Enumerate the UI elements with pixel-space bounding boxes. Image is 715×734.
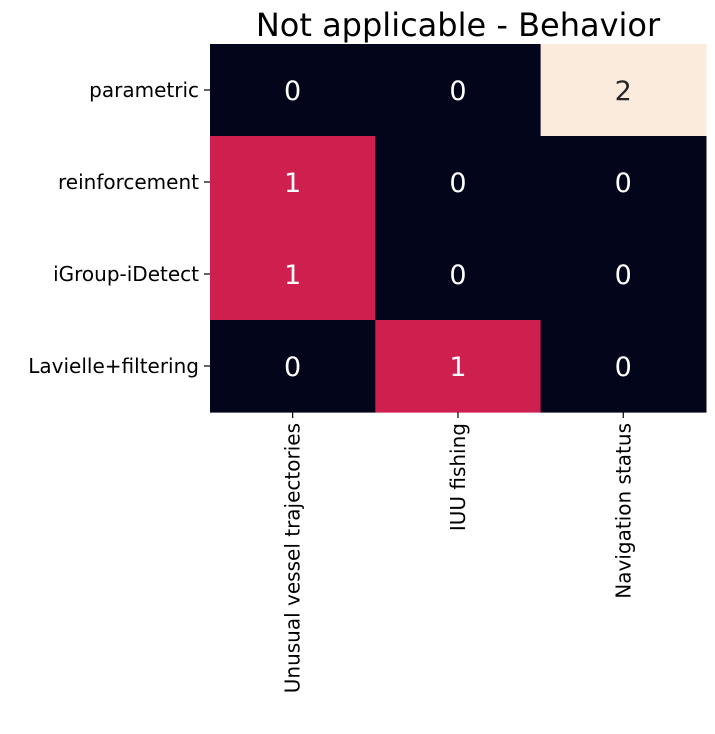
heatmap-cell: [375, 136, 542, 229]
row-label: Lavielle+filtering: [28, 354, 199, 378]
heatmap-cell: [540, 320, 707, 413]
cell-value-label: 0: [615, 168, 632, 199]
chart-title: Not applicable - Behavior: [256, 6, 661, 44]
cell-value-label: 2: [615, 76, 632, 107]
heatmap-cell: [375, 228, 542, 321]
row-label: parametric: [89, 78, 199, 102]
heatmap-cell: [540, 136, 707, 229]
heatmap-cell: [375, 44, 542, 137]
row-label: iGroup-iDetect: [53, 262, 199, 286]
cell-value-label: 0: [615, 260, 632, 291]
cell-value-label: 0: [449, 168, 466, 199]
heatmap-cells: 0 0 2 1 0 0 1 0 0 0 1 0: [210, 44, 707, 413]
cell-value-label: 1: [284, 260, 301, 291]
heatmap-cell: [210, 44, 376, 137]
cell-value-label: 0: [284, 76, 301, 107]
heatmap-cell: [210, 320, 376, 413]
heatmap-cell: [540, 44, 707, 137]
column-label: Navigation status: [611, 423, 635, 599]
cell-value-label: 0: [615, 352, 632, 383]
row-labels: parametric reinforcement iGroup-iDetect Lav…: [28, 78, 210, 378]
cell-value-label: 0: [449, 76, 466, 107]
column-label: Unusual vessel trajectories: [281, 423, 305, 693]
heatmap-cell: [210, 228, 376, 321]
row-label: reinforcement: [58, 170, 199, 194]
heatmap-cell: [375, 320, 542, 413]
cell-value-label: 0: [284, 352, 301, 383]
cell-value-label: 0: [449, 260, 466, 291]
column-labels: Unusual vessel trajectories IUU fishing Na…: [281, 412, 635, 693]
heatmap-cell: [540, 228, 707, 321]
column-label: IUU fishing: [446, 423, 470, 531]
cell-value-label: 1: [449, 352, 466, 383]
cell-value-label: 1: [284, 168, 301, 199]
heatmap-cell: [210, 136, 376, 229]
